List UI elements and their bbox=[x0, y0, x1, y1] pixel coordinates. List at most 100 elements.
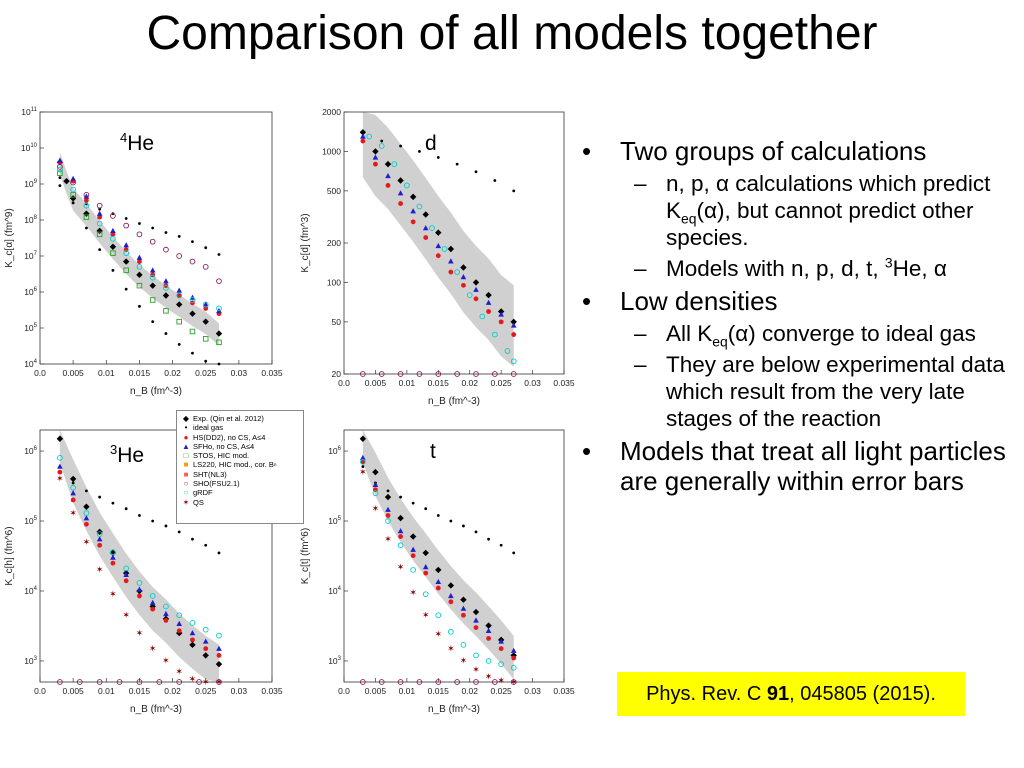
chart-panel-d: 0.0 0.005 0.01 0.015 0.02 0.025 0.03 0.035 20 50 1… bbox=[292, 100, 582, 410]
data-point bbox=[499, 543, 503, 547]
data-point bbox=[96, 202, 103, 209]
y-tick-exponent: 8 bbox=[34, 215, 38, 221]
data-point bbox=[196, 679, 202, 685]
data-point bbox=[384, 493, 392, 501]
data-point bbox=[372, 481, 379, 487]
x-tick-label: 0.035 bbox=[261, 686, 283, 696]
y-tick-exponent: 9 bbox=[34, 179, 38, 185]
data-point bbox=[177, 235, 181, 238]
x-tick-label: 0.03 bbox=[231, 686, 248, 696]
data-point bbox=[493, 179, 497, 182]
legend-label: ideal gas bbox=[193, 423, 224, 433]
data-point bbox=[123, 571, 129, 578]
data-point: ✶ bbox=[472, 665, 480, 675]
y-axis-label: K_c[α] (fm^9) bbox=[4, 208, 15, 267]
data-point bbox=[202, 263, 209, 270]
data-point bbox=[360, 138, 366, 144]
data-point bbox=[435, 229, 442, 236]
data-point bbox=[149, 599, 156, 605]
x-tick-label: 0.025 bbox=[195, 686, 217, 696]
x-axis-label: n_B (fm^-3) bbox=[428, 396, 480, 407]
data-point bbox=[123, 565, 130, 572]
data-point: ✶ bbox=[384, 535, 392, 545]
data-point bbox=[96, 536, 103, 542]
data-point bbox=[511, 332, 517, 337]
y-tick-base: 10 bbox=[328, 586, 338, 596]
data-point bbox=[498, 311, 504, 317]
data-point bbox=[110, 213, 116, 219]
series-ideal-gas bbox=[361, 135, 516, 193]
y-tick-label: 104 bbox=[24, 359, 37, 369]
data-point bbox=[123, 242, 129, 248]
data-point bbox=[416, 371, 423, 377]
data-point bbox=[57, 170, 63, 176]
y-axis-label: K_c[d] (fm^3) bbox=[300, 213, 311, 272]
y-tick-label: 200 bbox=[327, 238, 341, 248]
data-point bbox=[164, 332, 168, 335]
data-point bbox=[57, 679, 63, 685]
data-point bbox=[492, 371, 498, 377]
data-point bbox=[70, 192, 76, 198]
panel-label-d: d bbox=[425, 132, 437, 155]
data-point bbox=[85, 226, 88, 230]
bullet-models-all-species: Models with n, p, d, t, 3He, α bbox=[580, 255, 1020, 282]
reference-citation: Phys. Rev. C 91, 045805 (2015). bbox=[617, 672, 965, 716]
data-point bbox=[191, 240, 194, 244]
data-point bbox=[136, 231, 143, 238]
data-point: ✶ bbox=[56, 475, 64, 485]
legend-label: LS220, HIC mod., cor. B bbox=[193, 460, 274, 470]
data-point bbox=[96, 679, 103, 685]
series-grdf bbox=[57, 166, 222, 312]
data-point: ✶ bbox=[397, 563, 405, 573]
legend-item: ✶ QS bbox=[179, 498, 301, 507]
data-point bbox=[83, 510, 90, 516]
data-point bbox=[473, 679, 479, 685]
legend-label: SHT(NL3) bbox=[193, 469, 227, 479]
data-point bbox=[202, 626, 209, 633]
data-point bbox=[359, 129, 367, 136]
data-point bbox=[149, 297, 156, 303]
data-point bbox=[202, 638, 209, 644]
data-point bbox=[189, 328, 196, 335]
data-point bbox=[136, 263, 143, 270]
data-point bbox=[485, 658, 492, 664]
y-tick-label: 105 bbox=[24, 323, 37, 333]
data-point bbox=[164, 231, 168, 234]
series-sfho-no-cs-a-4 bbox=[57, 463, 222, 651]
data-point bbox=[510, 322, 517, 328]
data-point bbox=[110, 554, 116, 560]
data-point bbox=[373, 161, 378, 167]
data-point bbox=[454, 371, 460, 377]
plot-frame bbox=[343, 429, 565, 683]
data-point bbox=[124, 507, 128, 511]
x-tick-label: 0.0 bbox=[338, 378, 350, 388]
data-point bbox=[466, 292, 473, 298]
data-point bbox=[189, 297, 196, 303]
data-point bbox=[164, 524, 168, 528]
chart-svg-4he: 0.0 0.005 0.01 0.015 0.02 0.025 0.03 0.03510410… bbox=[4, 107, 283, 397]
y-tick-exponent: 6 bbox=[338, 446, 342, 452]
y-tick-exponent: 4 bbox=[338, 586, 342, 592]
legend-marker-icon: ▲ bbox=[182, 441, 190, 451]
x-axis-label: n_B (fm^-3) bbox=[130, 704, 182, 715]
data-point: ✶ bbox=[409, 588, 417, 598]
data-point bbox=[479, 313, 486, 320]
data-point bbox=[372, 154, 379, 160]
y-tick-base: 10 bbox=[328, 516, 338, 526]
data-point bbox=[149, 282, 156, 289]
y-tick-label: 107 bbox=[24, 251, 37, 261]
data-point bbox=[57, 157, 63, 163]
data-point bbox=[360, 133, 366, 139]
y-tick-exponent: 5 bbox=[34, 323, 38, 329]
data-point bbox=[176, 628, 182, 634]
data-point: ✶ bbox=[83, 538, 91, 548]
data-point bbox=[380, 139, 384, 143]
data-point bbox=[399, 144, 402, 148]
series-grdf bbox=[360, 459, 517, 671]
bullet-converge-ideal-gas: All Keq(α) converge to ideal gas bbox=[580, 320, 1020, 348]
data-point bbox=[398, 201, 403, 206]
data-point: ✶ bbox=[372, 505, 380, 515]
chart-svg-d: 0.0 0.005 0.01 0.015 0.02 0.025 0.03 0.035 20 50 1… bbox=[300, 107, 575, 407]
y-tick-label: 108 bbox=[24, 215, 37, 225]
